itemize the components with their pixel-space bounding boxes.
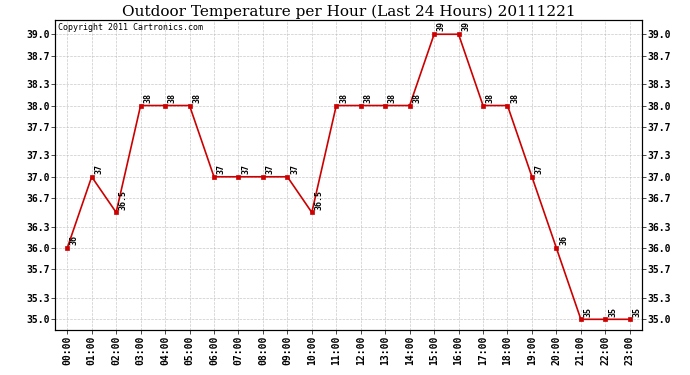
Text: 36: 36 [559, 235, 568, 245]
Text: 39: 39 [437, 21, 446, 32]
Text: 38: 38 [168, 93, 177, 103]
Text: 38: 38 [486, 93, 495, 103]
Text: 38: 38 [364, 93, 373, 103]
Text: 37: 37 [95, 164, 103, 174]
Text: 39: 39 [462, 21, 471, 32]
Text: 38: 38 [413, 93, 422, 103]
Text: 38: 38 [388, 93, 397, 103]
Text: 35: 35 [584, 306, 593, 316]
Text: 36.5: 36.5 [119, 190, 128, 210]
Text: 38: 38 [511, 93, 520, 103]
Text: 35: 35 [608, 306, 617, 316]
Text: 37: 37 [241, 164, 250, 174]
Text: 37: 37 [266, 164, 275, 174]
Text: 37: 37 [217, 164, 226, 174]
Text: 35: 35 [633, 306, 642, 316]
Text: Copyright 2011 Cartronics.com: Copyright 2011 Cartronics.com [58, 23, 203, 32]
Text: 38: 38 [144, 93, 152, 103]
Text: 38: 38 [339, 93, 348, 103]
Text: 38: 38 [193, 93, 201, 103]
Text: 36: 36 [70, 235, 79, 245]
Text: 37: 37 [535, 164, 544, 174]
Text: 37: 37 [290, 164, 299, 174]
Text: 36.5: 36.5 [315, 190, 324, 210]
Title: Outdoor Temperature per Hour (Last 24 Hours) 20111221: Outdoor Temperature per Hour (Last 24 Ho… [121, 4, 575, 19]
